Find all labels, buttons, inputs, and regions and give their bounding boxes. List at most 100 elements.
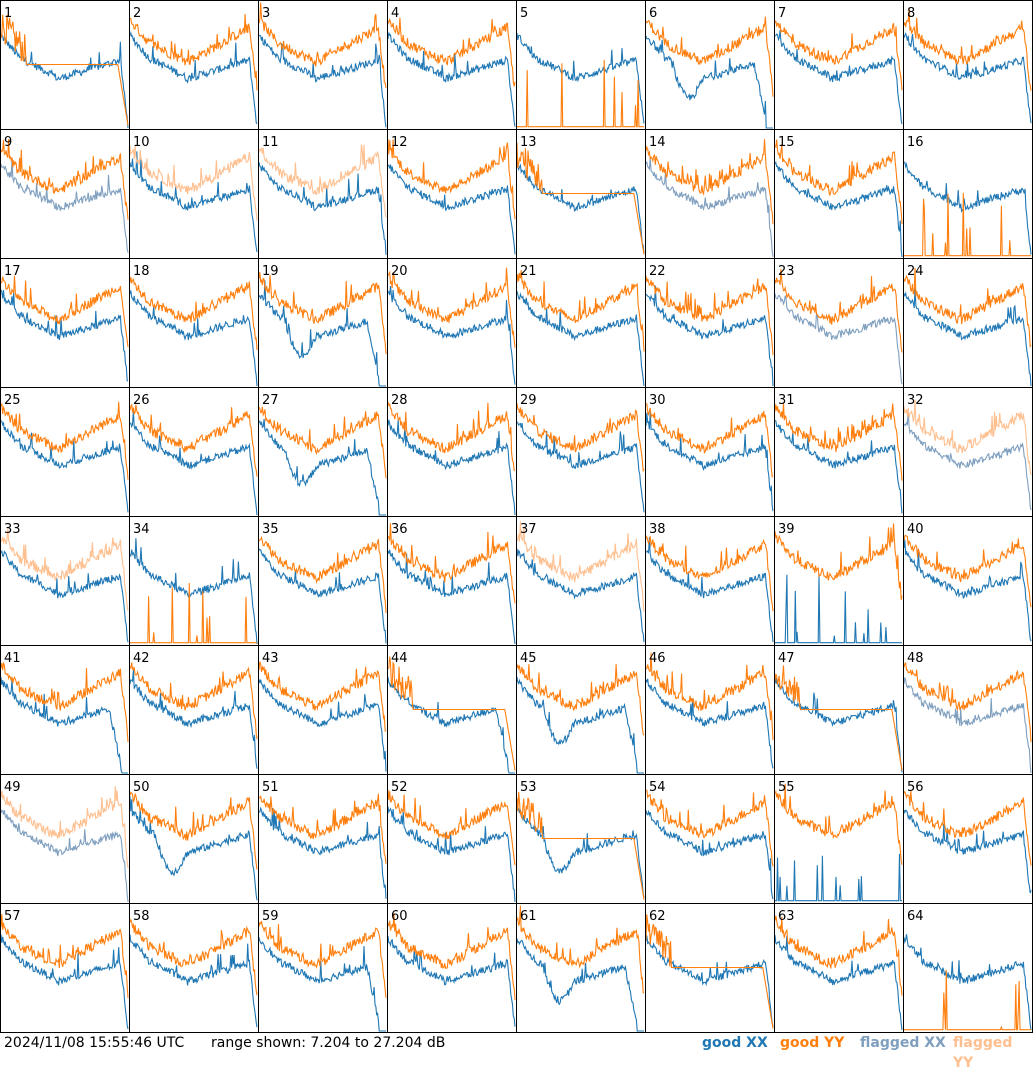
panel-label: 26 <box>133 393 150 408</box>
panel-label: 22 <box>649 264 666 279</box>
good-yy-line-55 <box>775 783 903 865</box>
good-xx-line-18 <box>130 290 258 387</box>
panel-frame <box>903 774 1033 904</box>
panel-label: 16 <box>907 135 924 150</box>
panel-label: 40 <box>907 522 924 537</box>
panel-59: 59 <box>258 903 388 1033</box>
panel-label: 34 <box>133 522 150 537</box>
good-xx-line-35 <box>259 548 387 644</box>
good-yy-line-20 <box>388 267 516 348</box>
panel-label: 27 <box>262 393 279 408</box>
panel-label: 55 <box>778 780 795 795</box>
good-yy-line-17 <box>1 275 129 347</box>
panel-32: 32 <box>903 387 1033 517</box>
good-yy-line-31 <box>775 403 903 481</box>
good-yy-line-14 <box>646 139 774 225</box>
panel-label: 53 <box>520 780 537 795</box>
panel-17: 17 <box>0 258 130 388</box>
panel-7: 7 <box>774 0 904 130</box>
panel-label: 39 <box>778 522 795 537</box>
panel-15: 15 <box>774 129 904 259</box>
panel-21: 21 <box>516 258 646 388</box>
good-xx-line-5 <box>517 32 645 124</box>
good-yy-line-60 <box>388 913 516 1001</box>
good-xx-line-29 <box>517 421 645 513</box>
panel-label: 5 <box>520 6 528 21</box>
panel-label: 41 <box>4 651 21 666</box>
panel-label: 36 <box>391 522 408 537</box>
panel-label: 49 <box>4 780 21 795</box>
panel-6: 6 <box>645 0 775 130</box>
panel-label: 30 <box>649 393 666 408</box>
good-yy-line-21 <box>517 270 645 352</box>
good-xx-line-10 <box>130 151 258 253</box>
panel-label: 31 <box>778 393 795 408</box>
panel-label: 29 <box>520 393 537 408</box>
panel-label: 52 <box>391 780 408 795</box>
panel-label: 56 <box>907 780 924 795</box>
panel-label: 60 <box>391 909 408 924</box>
panel-20: 20 <box>387 258 517 388</box>
legend-flagged-yy: flagged YY <box>953 1035 1013 1071</box>
flagged-xx-line-32 <box>904 409 1032 511</box>
good-yy-line-24 <box>904 267 1032 348</box>
good-yy-line-3 <box>259 2 387 89</box>
good-yy-line-29 <box>517 403 645 473</box>
good-yy-line-23 <box>775 268 903 353</box>
good-xx-line-50 <box>130 796 258 901</box>
panel-label: 6 <box>649 6 657 21</box>
panel-43: 43 <box>258 645 388 775</box>
good-xx-line-38 <box>646 537 774 643</box>
panel-frame <box>129 774 259 904</box>
good-yy-line-1 <box>1 14 129 126</box>
panel-label: 37 <box>520 522 537 537</box>
good-xx-line-30 <box>646 411 774 512</box>
good-yy-line-34 <box>130 582 257 644</box>
panel-58: 58 <box>129 903 259 1033</box>
good-yy-line-63 <box>775 915 903 996</box>
panel-frame <box>387 0 517 130</box>
panel-24: 24 <box>903 258 1033 388</box>
panel-label: 44 <box>391 651 408 666</box>
panel-label: 63 <box>778 909 795 924</box>
panel-label: 9 <box>4 135 12 150</box>
panel-19: 19 <box>258 258 388 388</box>
flagged-xx-line-9 <box>1 158 129 253</box>
good-yy-line-22 <box>646 275 774 355</box>
panel-34: 34 <box>129 516 259 646</box>
good-yy-line-35 <box>259 535 387 614</box>
good-yy-line-4 <box>388 17 516 87</box>
panel-label: 48 <box>907 651 924 666</box>
good-xx-line-20 <box>388 286 516 385</box>
panel-37: 37 <box>516 516 646 646</box>
good-yy-line-64 <box>904 969 1031 1031</box>
good-xx-line-15 <box>775 160 903 258</box>
good-xx-line-19 <box>259 280 386 387</box>
good-yy-line-5 <box>517 59 644 128</box>
panel-frame <box>774 387 904 517</box>
good-xx-line-42 <box>130 669 258 769</box>
panel-label: 46 <box>649 651 666 666</box>
panel-label: 32 <box>907 393 924 408</box>
panel-label: 54 <box>649 780 666 795</box>
panel-52: 52 <box>387 774 517 904</box>
panel-42: 42 <box>129 645 259 775</box>
panel-frame <box>387 258 517 388</box>
panel-label: 15 <box>778 135 795 150</box>
panel-label: 51 <box>262 780 279 795</box>
panel-label: 17 <box>4 264 21 279</box>
panel-60: 60 <box>387 903 517 1033</box>
panel-label: 62 <box>649 909 666 924</box>
panel-50: 50 <box>129 774 259 904</box>
panel-27: 27 <box>258 387 388 517</box>
good-yy-line-56 <box>904 790 1032 866</box>
panel-label: 13 <box>520 135 537 150</box>
good-yy-line-54 <box>646 789 774 867</box>
panel-31: 31 <box>774 387 904 517</box>
good-xx-line-54 <box>646 809 774 900</box>
legend-good-xx: good XX <box>702 1035 768 1051</box>
flagged-xx-line-14 <box>646 158 774 257</box>
good-yy-line-51 <box>259 793 387 864</box>
good-xx-line-44 <box>388 677 515 774</box>
panel-frame <box>258 774 388 904</box>
